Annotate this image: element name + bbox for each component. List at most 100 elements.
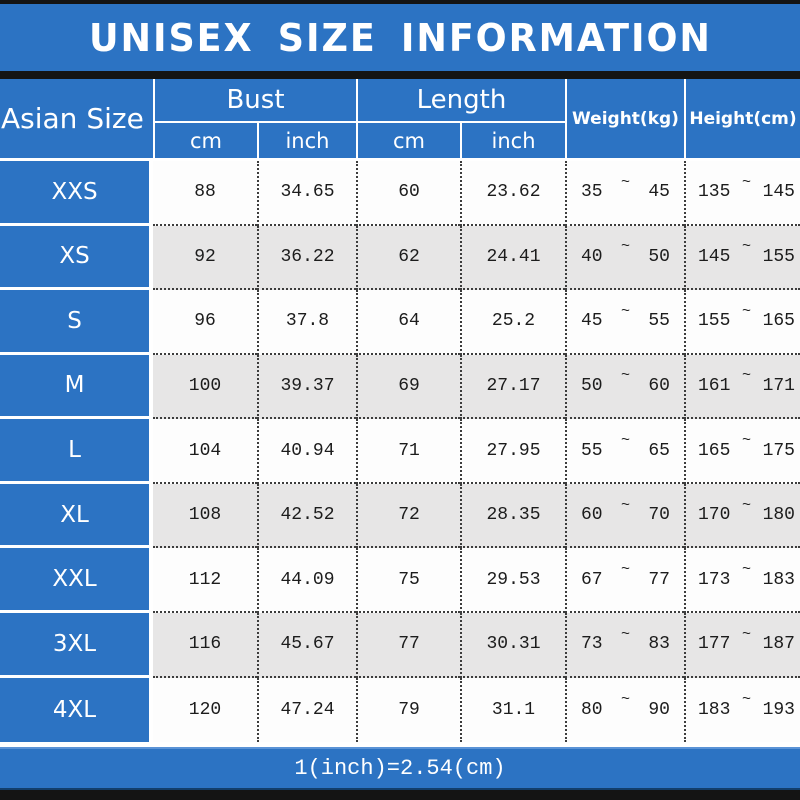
weight-min: 35 [581, 182, 603, 203]
header-bust-inch: inch [256, 123, 356, 158]
table-row: 4XL 120 47.24 79 31.1 80 ~90 183 ~193 [0, 677, 800, 743]
length-cm-cell: 71 [356, 419, 460, 484]
height-min: 165 [698, 440, 731, 461]
length-cm-cell: 62 [356, 225, 460, 291]
weight-min: 73 [581, 634, 603, 655]
weight-max: 45 [648, 182, 670, 203]
size-cell: XL [0, 483, 153, 549]
header-asian-size: Asian Size [1, 102, 144, 135]
bust-cm-cell: 108 [153, 483, 257, 549]
height-range-cell: 145 ~155 [684, 225, 800, 291]
bust-inch-cell: 40.94 [257, 419, 356, 484]
page-title: UNISEX SIZE INFORMATION [88, 15, 712, 60]
bust-cm-cell: 116 [153, 612, 257, 678]
bust-inch-cell: 36.22 [257, 225, 356, 291]
height-min: 161 [698, 375, 731, 396]
tilde-glyph: ~ [620, 173, 630, 191]
weight-range-cell: 40 ~50 [565, 225, 684, 291]
bust-cm-cell: 92 [153, 225, 257, 291]
height-range-cell: 165 ~175 [684, 419, 800, 484]
length-inch-cell: 28.35 [460, 483, 565, 549]
table-row: XS 92 36.22 62 24.41 40 ~50 145 ~155 [0, 225, 800, 291]
tilde-glyph: ~ [620, 625, 630, 643]
table-header: Asian Size Bust cm inch Length cm inch W… [0, 79, 800, 161]
tilde-glyph: ~ [620, 302, 630, 320]
header-weight: Weight(kg) [565, 79, 684, 158]
height-max: 155 [762, 246, 795, 267]
length-inch-cell: 31.1 [460, 677, 565, 743]
weight-max: 77 [648, 569, 670, 590]
bust-cm-cell: 100 [153, 354, 257, 420]
tilde-glyph: ~ [620, 238, 630, 256]
size-cell: 3XL [0, 612, 153, 678]
tilde-glyph: ~ [741, 238, 751, 256]
bust-inch-cell: 45.67 [257, 612, 356, 678]
height-max: 145 [762, 182, 795, 203]
bust-inch-cell: 34.65 [257, 161, 356, 226]
height-min: 155 [698, 311, 731, 332]
weight-range-cell: 50 ~60 [565, 354, 684, 420]
height-max: 171 [762, 375, 795, 396]
weight-max: 83 [648, 634, 670, 655]
height-max: 165 [762, 311, 795, 332]
tilde-glyph: ~ [620, 496, 630, 514]
length-cm-cell: 75 [356, 548, 460, 613]
length-cm-cell: 79 [356, 677, 460, 743]
height-range-cell: 183 ~193 [684, 677, 800, 743]
length-inch-cell: 27.95 [460, 419, 565, 484]
weight-range-cell: 35 ~45 [565, 161, 684, 226]
header-length-inch: inch [460, 123, 565, 158]
height-min: 183 [698, 699, 731, 720]
weight-range-cell: 60 ~70 [565, 483, 684, 549]
bust-cm-cell: 104 [153, 419, 257, 484]
table-row: 3XL 116 45.67 77 30.31 73 ~83 177 ~187 [0, 612, 800, 678]
size-cell: XS [0, 225, 153, 291]
weight-min: 50 [581, 375, 603, 396]
weight-min: 80 [581, 699, 603, 720]
tilde-glyph: ~ [620, 432, 630, 450]
length-cm-cell: 60 [356, 161, 460, 226]
length-inch-cell: 29.53 [460, 548, 565, 613]
weight-range-cell: 73 ~83 [565, 612, 684, 678]
tilde-glyph: ~ [741, 302, 751, 320]
header-group-bust: Bust cm inch [153, 79, 356, 158]
header-bust-label: Bust [155, 79, 356, 123]
header-bust-cm: cm [189, 128, 222, 153]
weight-range-cell: 45 ~55 [565, 290, 684, 355]
table-row: L 104 40.94 71 27.95 55 ~65 165 ~175 [0, 419, 800, 484]
bust-cm-cell: 112 [153, 548, 257, 613]
tilde-glyph: ~ [741, 173, 751, 191]
height-range-cell: 135 ~145 [684, 161, 800, 226]
footer-band: 1(inch)=2.54(cm) [0, 747, 800, 790]
title-divider-bar [0, 71, 800, 79]
table-row: XXL 112 44.09 75 29.53 67 ~77 173 ~183 [0, 548, 800, 613]
table-row: M 100 39.37 69 27.17 50 ~60 161 ~171 [0, 354, 800, 420]
table-row: XXS 88 34.65 60 23.62 35 ~45 135 ~145 [0, 161, 800, 226]
size-cell: S [0, 290, 153, 355]
header-group-length: Length cm inch [356, 79, 565, 158]
tilde-glyph: ~ [620, 561, 630, 579]
bust-inch-cell: 37.8 [257, 290, 356, 355]
height-min: 173 [698, 569, 731, 590]
length-cm-cell: 77 [356, 612, 460, 678]
weight-min: 67 [581, 569, 603, 590]
length-inch-cell: 30.31 [460, 612, 565, 678]
bust-cm-cell: 120 [153, 677, 257, 743]
weight-max: 65 [648, 440, 670, 461]
size-cell: XXS [0, 161, 153, 226]
bottom-bar [0, 790, 800, 800]
height-range-cell: 155 ~165 [684, 290, 800, 355]
height-range-cell: 170 ~180 [684, 483, 800, 549]
length-cm-cell: 69 [356, 354, 460, 420]
header-height: Height(cm) [684, 79, 800, 158]
weight-min: 45 [581, 311, 603, 332]
height-min: 145 [698, 246, 731, 267]
weight-min: 40 [581, 246, 603, 267]
length-inch-cell: 25.2 [460, 290, 565, 355]
length-cm-cell: 72 [356, 483, 460, 549]
tilde-glyph: ~ [741, 432, 751, 450]
height-max: 180 [762, 505, 795, 526]
weight-range-cell: 55 ~65 [565, 419, 684, 484]
bust-inch-cell: 39.37 [257, 354, 356, 420]
